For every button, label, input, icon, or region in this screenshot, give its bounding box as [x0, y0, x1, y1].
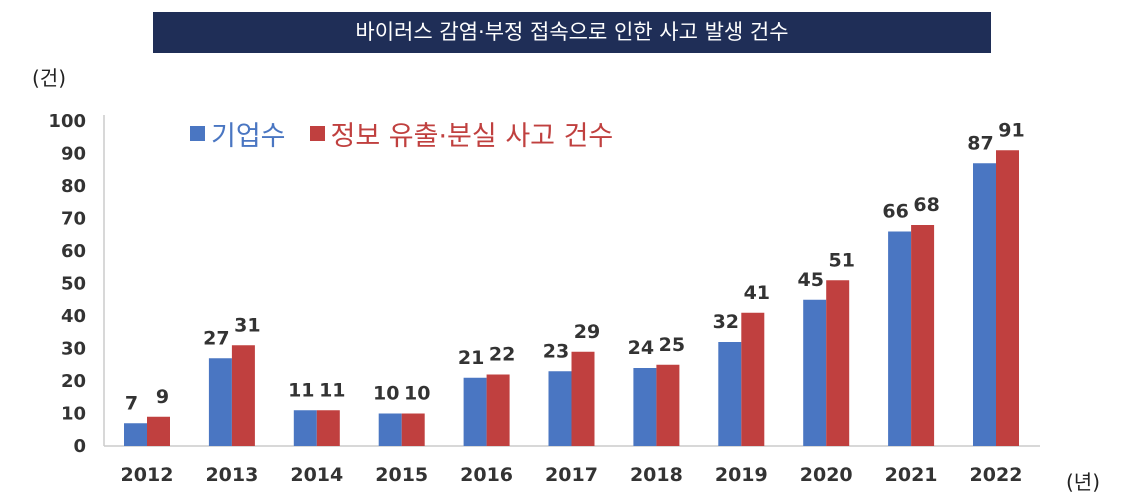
data-label-incidents-2017: 29	[574, 321, 600, 343]
y-tick-label: 40	[61, 306, 86, 327]
bar-companies-2013	[208, 358, 232, 446]
data-label-incidents-2014: 11	[319, 379, 345, 401]
y-tick-label: 10	[61, 404, 86, 425]
data-label-incidents-2022: 91	[998, 119, 1024, 141]
y-tick-label: 30	[61, 339, 86, 360]
x-tick-label-2012: 2012	[121, 464, 174, 486]
x-tick-label-2017: 2017	[545, 464, 598, 486]
x-tick-label-2022: 2022	[970, 464, 1023, 486]
y-tick-label: 80	[61, 176, 86, 197]
bar-incidents-2019	[741, 312, 765, 446]
bar-incidents-2018	[656, 364, 680, 446]
legend-label-companies: 기업수	[211, 121, 286, 152]
y-tick-label: 70	[61, 209, 86, 230]
bar-incidents-2012	[147, 416, 170, 446]
x-tick-label-2015: 2015	[375, 464, 428, 486]
x-tick-label-2020: 2020	[800, 464, 853, 486]
x-tick-label-2013: 2013	[205, 464, 258, 486]
bar-companies-2020	[803, 299, 827, 446]
legend-item-incidents: 정보 유출·분실 사고 건수	[309, 114, 614, 153]
data-label-incidents-2019: 41	[744, 282, 770, 304]
legend-swatch-incidents	[309, 126, 325, 141]
data-label-companies-2019: 32	[713, 311, 739, 333]
x-axis-unit-label: (년)	[1066, 470, 1101, 494]
chart-title: 바이러스 감염·부정 접속으로 인한 사고 발생 건수	[153, 12, 991, 53]
bar-incidents-2020	[826, 280, 850, 446]
bar-incidents-2016	[486, 374, 510, 446]
data-label-companies-2015: 10	[373, 383, 399, 405]
bar-incidents-2021	[911, 225, 935, 446]
bar-incidents-2022	[996, 150, 1019, 446]
data-label-companies-2018: 24	[628, 337, 654, 359]
bar-companies-2019	[718, 342, 742, 446]
legend-swatch-companies	[190, 126, 205, 141]
data-label-companies-2020: 45	[797, 269, 823, 291]
bar-companies-2015	[378, 413, 402, 446]
data-label-companies-2013: 27	[203, 327, 229, 349]
y-axis-unit-label: (건)	[32, 66, 67, 90]
bar-companies-2022	[973, 163, 996, 446]
bar-companies-2014	[293, 410, 317, 446]
bar-incidents-2015	[401, 413, 425, 446]
legend: 기업수 정보 유출·분실 사고 건수	[190, 114, 637, 153]
y-tick-label: 0	[73, 436, 86, 457]
data-label-incidents-2018: 25	[659, 334, 685, 356]
data-label-companies-2022: 87	[967, 132, 993, 154]
bar-companies-2012	[124, 423, 147, 446]
data-label-companies-2016: 21	[458, 347, 484, 369]
y-tick-label: 100	[48, 111, 86, 132]
y-tick-label: 50	[61, 274, 86, 295]
data-label-companies-2017: 23	[543, 340, 569, 362]
bar-companies-2021	[888, 231, 912, 446]
data-label-incidents-2016: 22	[489, 344, 515, 366]
x-tick-label-2021: 2021	[885, 464, 938, 486]
data-label-incidents-2021: 68	[913, 194, 939, 216]
bar-companies-2016	[463, 377, 487, 446]
data-label-companies-2012: 7	[125, 392, 138, 414]
bar-incidents-2013	[231, 345, 255, 446]
data-label-incidents-2013: 31	[234, 314, 260, 336]
x-tick-label-2018: 2018	[630, 464, 683, 486]
y-tick-label: 20	[61, 371, 86, 392]
bar-companies-2017	[548, 371, 572, 446]
data-label-companies-2014: 11	[288, 379, 314, 401]
data-label-incidents-2012: 9	[156, 386, 169, 408]
data-label-incidents-2015: 10	[404, 383, 430, 405]
bar-incidents-2017	[571, 351, 595, 446]
y-tick-label: 90	[61, 144, 86, 165]
x-tick-label-2016: 2016	[460, 464, 513, 486]
data-label-incidents-2020: 51	[828, 249, 854, 271]
data-label-companies-2021: 66	[882, 201, 908, 223]
legend-item-companies: 기업수	[190, 114, 286, 153]
x-tick-label-2014: 2014	[290, 464, 343, 486]
legend-label-incidents: 정보 유출·분실 사고 건수	[330, 121, 614, 152]
bar-incidents-2014	[316, 410, 340, 446]
x-tick-label-2019: 2019	[715, 464, 768, 486]
bar-companies-2018	[633, 368, 657, 446]
y-tick-label: 60	[61, 241, 86, 262]
